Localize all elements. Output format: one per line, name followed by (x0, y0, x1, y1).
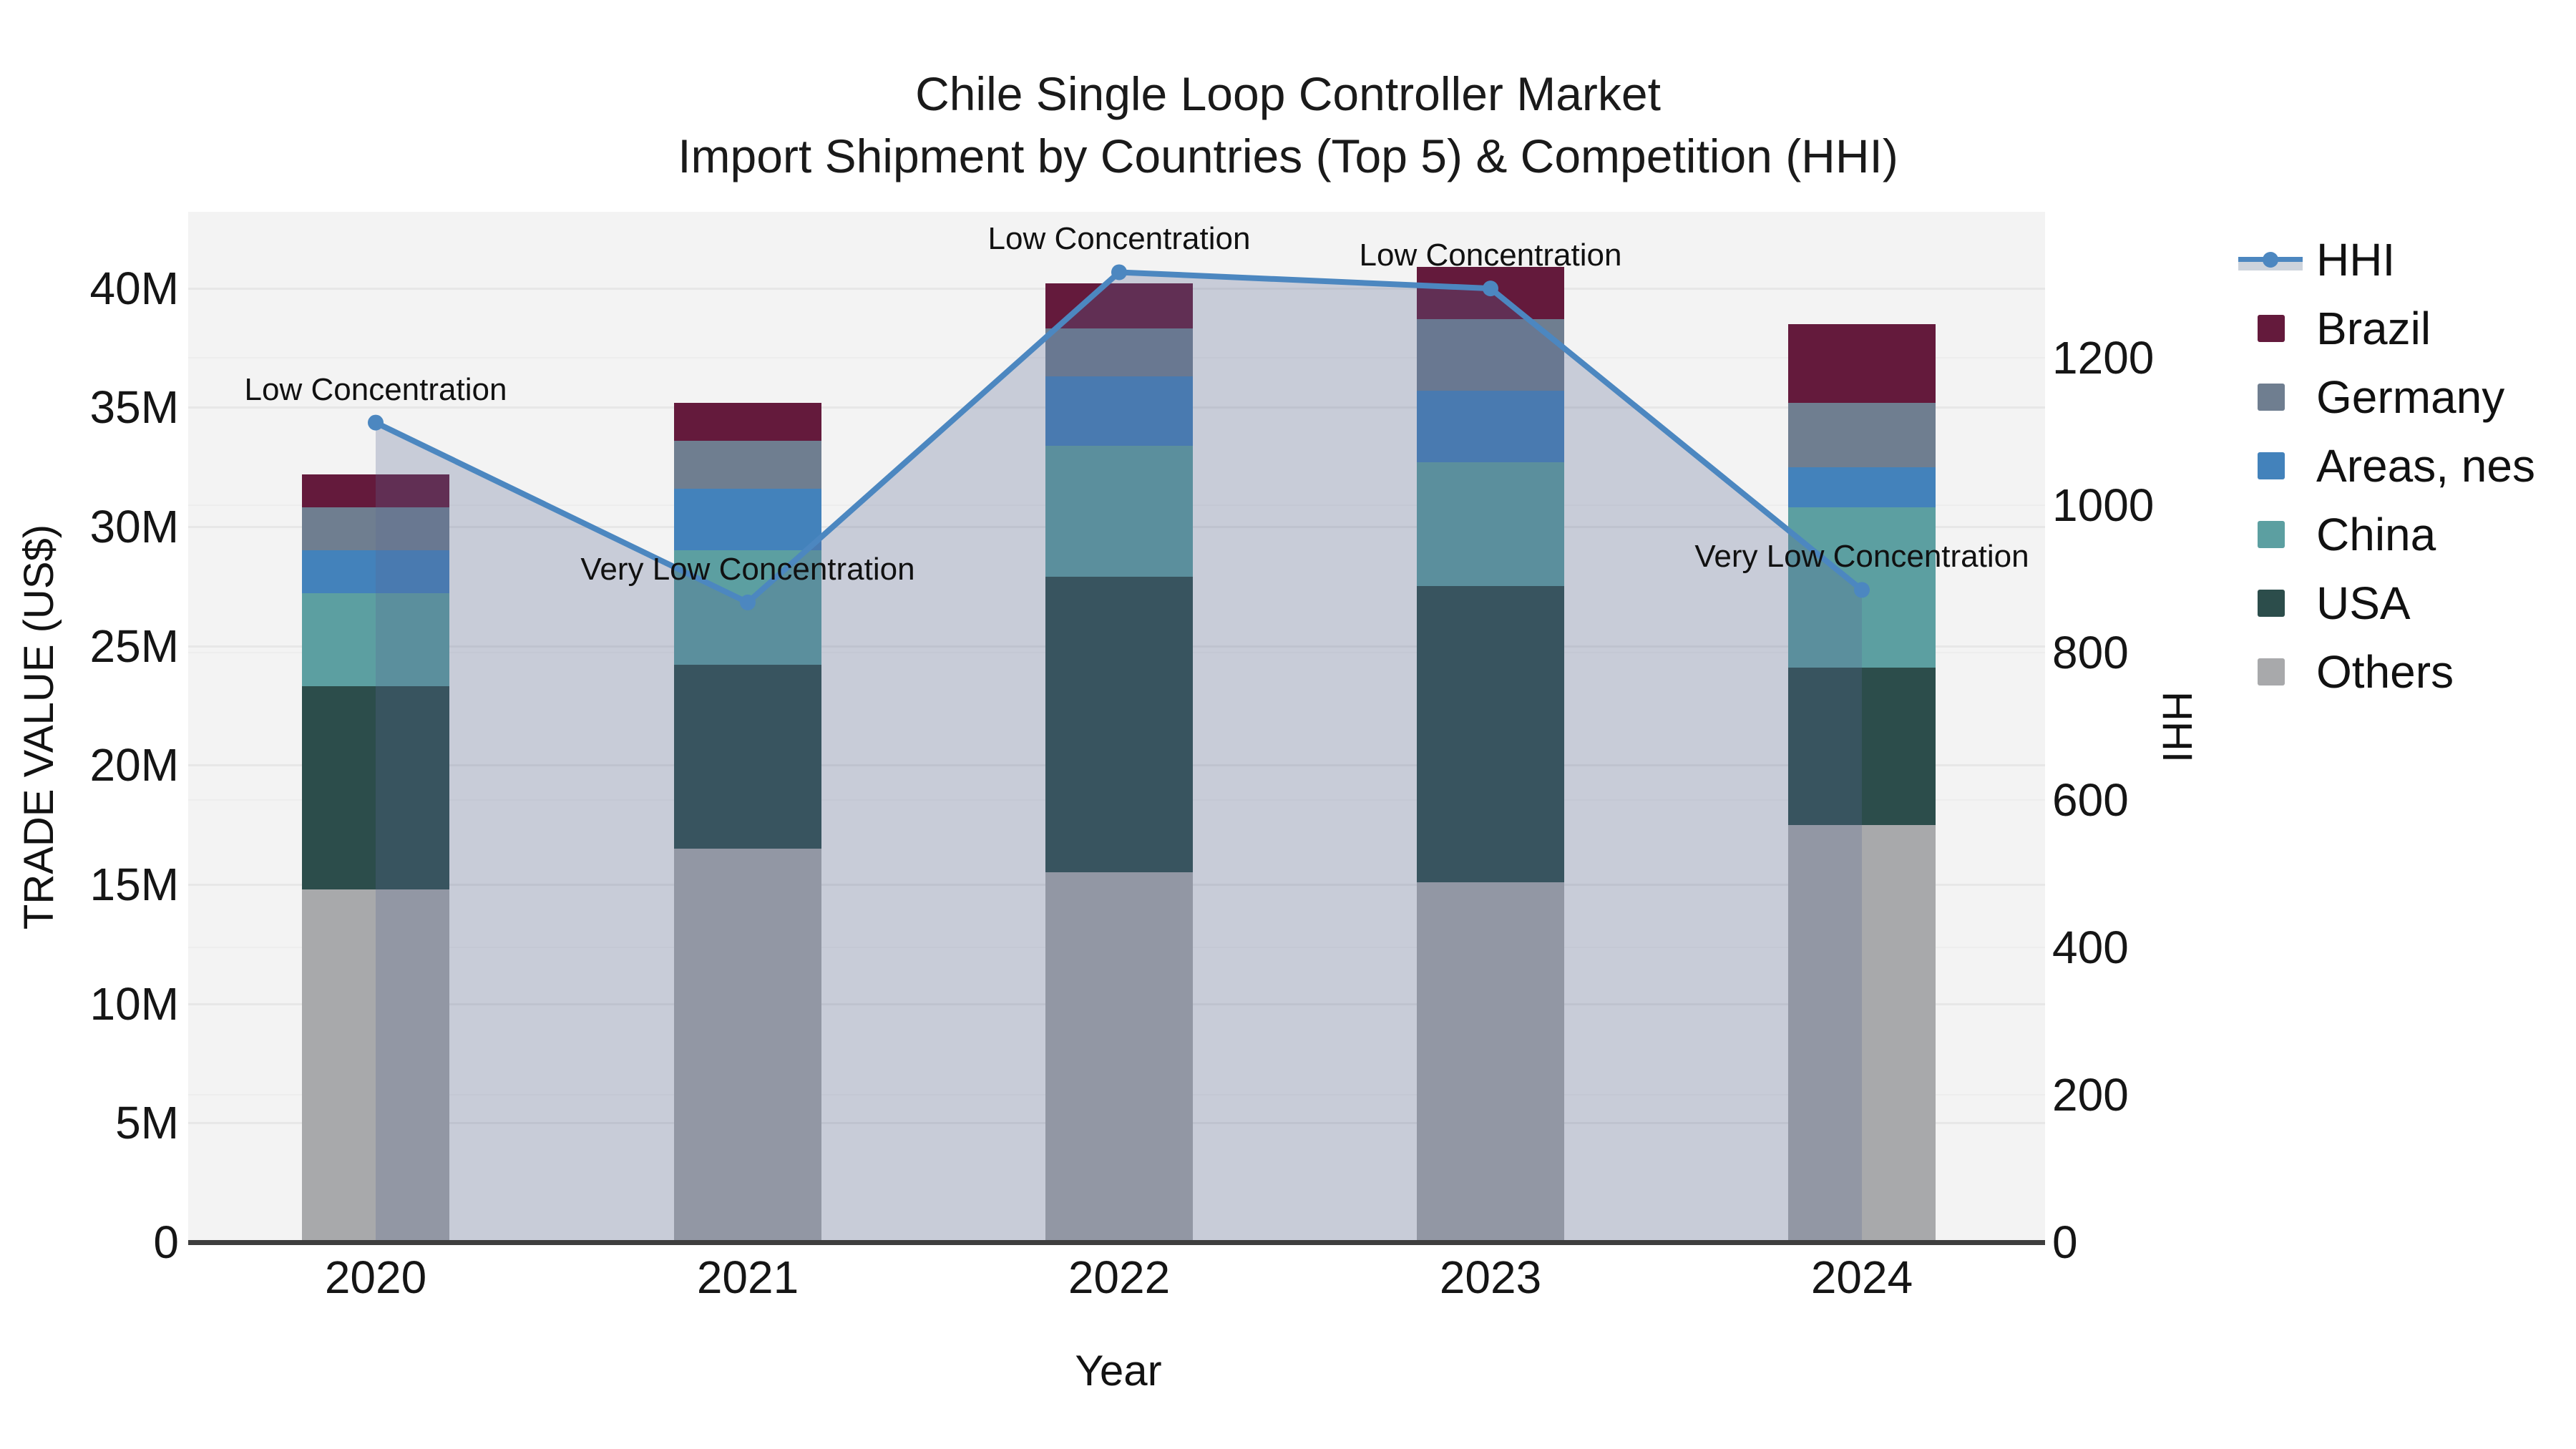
bar-segment-2020-others (302, 889, 449, 1242)
bar-segment-2024-germany (1788, 402, 1936, 467)
bar-segment-2022-china (1045, 445, 1193, 577)
legend-item-hhi[interactable]: HHI (2238, 225, 2575, 294)
legend-swatch-icon (2238, 431, 2316, 500)
hhi-line-legend-icon (2238, 225, 2316, 294)
bar-segment-2023-china (1417, 462, 1564, 587)
y2-tick-1000: 1000 (2052, 479, 2155, 531)
x-axis-line (188, 1240, 2045, 1245)
x-axis-title: Year (1075, 1347, 1162, 1395)
annotation-2021: Very Low Concentration (580, 551, 915, 587)
legend: HHI Brazil Germany Areas, nes China USA Others (2238, 225, 2575, 706)
bar-segment-2023-usa (1417, 586, 1564, 882)
legend-swatch-icon (2238, 294, 2316, 363)
bar-segment-2022-usa (1045, 577, 1193, 873)
y-tick-15M: 15M (89, 859, 180, 910)
y-tick-20M: 20M (89, 739, 180, 791)
x-tick-2022: 2022 (1068, 1252, 1171, 1303)
bar-segment-2024-others (1788, 824, 1936, 1242)
bar-segment-2020-germany (302, 507, 449, 551)
hhi-overlay (368, 264, 1870, 1242)
bar-segment-2021-usa (674, 665, 821, 849)
plot-area (188, 212, 2045, 1242)
chart-subtitle: Import Shipment by Countries (Top 5) & C… (678, 130, 1898, 182)
hhi-marker-2021 (740, 594, 756, 610)
y-tick-25M: 25M (89, 620, 180, 672)
legend-label: HHI (2316, 234, 2396, 286)
color-swatch-brazil (2258, 315, 2285, 342)
y-tick-5M: 5M (115, 1097, 179, 1149)
y2-tick-400: 400 (2052, 921, 2129, 973)
annotation-2024: Very Low Concentration (1694, 539, 2029, 575)
annotation-2022: Low Concentration (987, 221, 1251, 257)
bar-segment-2022-others (1045, 872, 1193, 1242)
legend-label: Germany (2316, 371, 2505, 423)
x-tick-2024: 2024 (1810, 1252, 1913, 1303)
legend-label: USA (2316, 577, 2411, 629)
legend-label: China (2316, 509, 2436, 560)
y2-axis-title: HHI (2154, 691, 2200, 763)
chart-title: Chile Single Loop Controller Market (915, 67, 1661, 120)
legend-label: Areas, nes (2316, 440, 2535, 492)
annotation-2023: Low Concentration (1359, 238, 1622, 273)
bar-segment-2021-areas-nes (674, 488, 821, 551)
legend-item-areas-nes[interactable]: Areas, nes (2238, 431, 2575, 500)
bar-segment-2020-brazil (302, 474, 449, 508)
y-axis-title: TRADE VALUE (US$) (16, 524, 62, 930)
bar-segment-2024-areas-nes (1788, 467, 1936, 508)
y2-tick-200: 200 (2052, 1068, 2129, 1121)
y2-tick-1200: 1200 (2052, 331, 2155, 384)
bar-segment-2022-germany (1045, 328, 1193, 376)
bar-segment-2020-areas-nes (302, 550, 449, 594)
legend-item-brazil[interactable]: Brazil (2238, 294, 2575, 363)
x-tick-2020: 2020 (324, 1252, 427, 1303)
bar-segment-2022-brazil (1045, 283, 1193, 329)
bar-segment-2024-usa (1788, 667, 1936, 825)
y2-tick-0: 0 (2052, 1216, 2078, 1268)
legend-swatch-icon (2238, 569, 2316, 638)
bar-segment-2023-areas-nes (1417, 391, 1564, 462)
color-swatch-germany (2258, 384, 2285, 411)
color-swatch-china (2258, 521, 2285, 548)
legend-item-others[interactable]: Others (2238, 638, 2575, 706)
legend-swatch-icon (2238, 363, 2316, 431)
hhi-marker-swatch (2263, 252, 2278, 268)
color-swatch-usa (2258, 590, 2285, 617)
x-tick-2021: 2021 (696, 1252, 799, 1303)
y2-tick-800: 800 (2052, 626, 2129, 678)
color-swatch-areas-nes (2258, 452, 2285, 479)
bar-segment-2021-germany (674, 441, 821, 489)
legend-swatch-icon (2238, 500, 2316, 569)
hhi-marker-2023 (1483, 280, 1498, 297)
color-swatch-others (2258, 658, 2285, 686)
legend-item-usa[interactable]: USA (2238, 569, 2575, 638)
hhi-marker-2022 (1111, 264, 1127, 280)
legend-label: Brazil (2316, 303, 2431, 354)
y2-tick-600: 600 (2052, 774, 2129, 826)
bar-segment-2022-areas-nes (1045, 376, 1193, 446)
y-tick-10M: 10M (89, 977, 180, 1030)
bar-segment-2021-others (674, 849, 821, 1242)
y-tick-40M: 40M (89, 262, 180, 314)
legend-item-china[interactable]: China (2238, 500, 2575, 569)
bar-segment-2020-usa (302, 686, 449, 889)
bar-segment-2020-china (302, 593, 449, 687)
bar-segment-2024-brazil (1788, 323, 1936, 403)
hhi-marker-2024 (1854, 582, 1870, 598)
legend-label: Others (2316, 646, 2454, 698)
bar-segment-2023-others (1417, 882, 1564, 1242)
annotation-2020: Low Concentration (244, 371, 507, 407)
hhi-marker-2020 (368, 414, 384, 431)
x-tick-2023: 2023 (1439, 1252, 1542, 1303)
y-tick-30M: 30M (89, 501, 180, 552)
y-tick-35M: 35M (89, 381, 180, 434)
legend-item-germany[interactable]: Germany (2238, 363, 2575, 431)
legend-swatch-icon (2238, 638, 2316, 706)
bar-segment-2021-brazil (674, 402, 821, 441)
hhi-area-fill (376, 272, 1862, 1242)
y-tick-0: 0 (153, 1216, 179, 1268)
